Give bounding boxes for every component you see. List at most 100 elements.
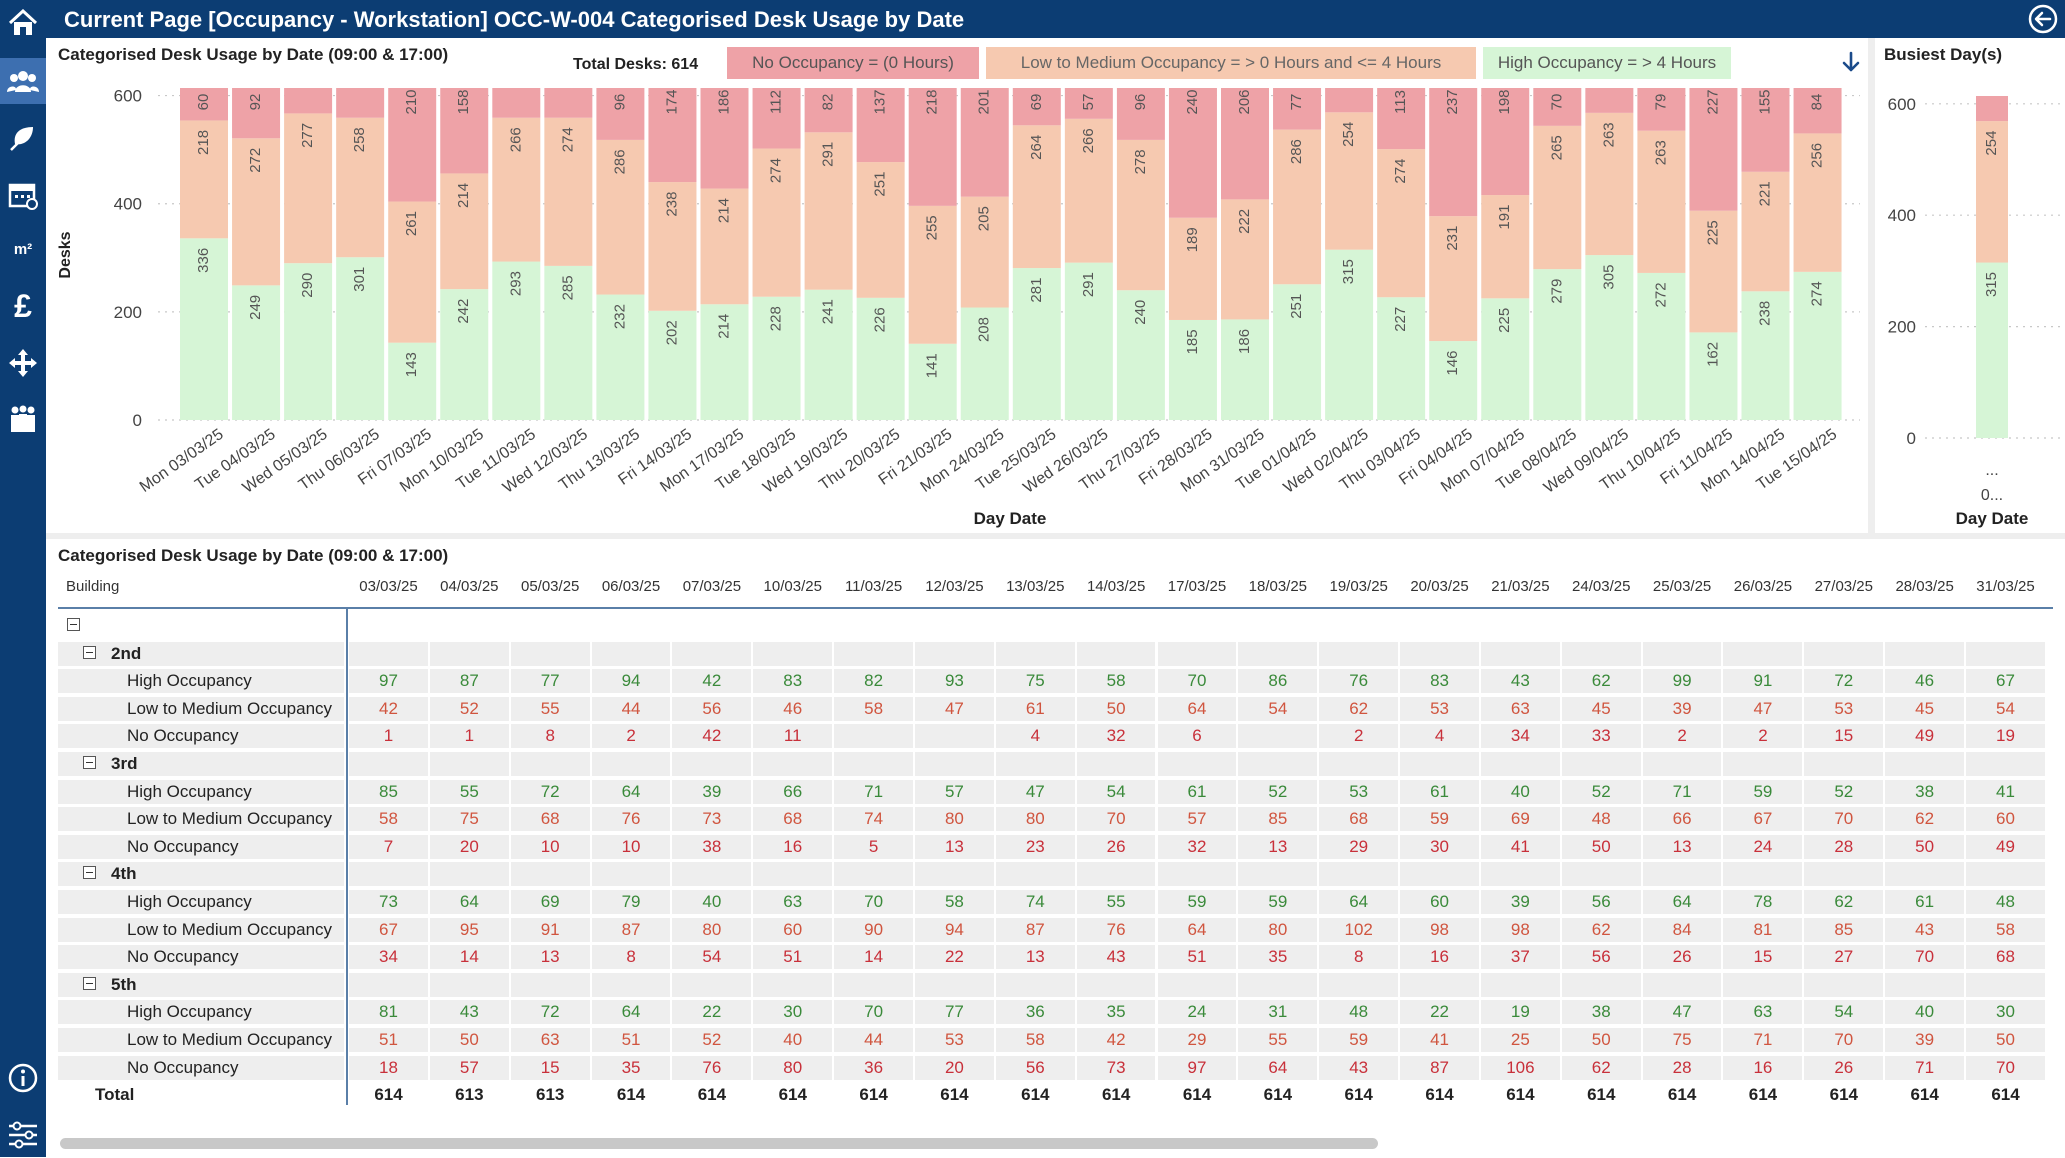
- table-cell[interactable]: 59: [1430, 809, 1449, 829]
- table-cell[interactable]: 26: [1834, 1057, 1854, 1077]
- column-header[interactable]: 28/03/25: [1895, 578, 1954, 595]
- table-cell[interactable]: 15: [540, 1057, 560, 1077]
- table-cell[interactable]: 71: [1753, 1030, 1773, 1049]
- table-cell[interactable]: 47: [1672, 1002, 1692, 1022]
- table-cell[interactable]: 67: [1996, 671, 2015, 691]
- bar-segment-high[interactable]: [1793, 271, 1842, 420]
- table-cell[interactable]: 1: [383, 726, 394, 746]
- table-cell[interactable]: 98: [1430, 919, 1449, 939]
- bar-segment-low[interactable]: [1481, 195, 1530, 299]
- column-header[interactable]: 25/03/25: [1652, 578, 1712, 595]
- table-cell[interactable]: 14: [864, 947, 884, 967]
- table-cell[interactable]: 64: [1672, 892, 1692, 911]
- table-cell[interactable]: 63: [783, 892, 803, 911]
- table-cell[interactable]: 77: [540, 671, 560, 691]
- column-header[interactable]: 13/03/25: [1006, 578, 1065, 595]
- building-column-header[interactable]: Building: [66, 578, 120, 595]
- bar-segment-low[interactable]: [1637, 130, 1686, 273]
- total-cell[interactable]: 614: [859, 1085, 888, 1105]
- bar-segment-low[interactable]: [1741, 171, 1790, 292]
- bar-segment-no[interactable]: [1533, 88, 1582, 126]
- table-cell[interactable]: 30: [1996, 1002, 2015, 1022]
- table-cell[interactable]: 80: [1025, 809, 1045, 829]
- bar-segment-low[interactable]: [1793, 133, 1842, 272]
- bar-segment-high[interactable]: [1429, 341, 1478, 420]
- bar-segment-low[interactable]: [388, 201, 437, 343]
- table-cell[interactable]: 38: [1591, 1002, 1611, 1022]
- bar-segment-low[interactable]: [544, 117, 593, 266]
- bar-segment-no[interactable]: [856, 88, 905, 163]
- sidebar-button-leaf[interactable]: [0, 115, 46, 161]
- table-cell[interactable]: 102: [1344, 919, 1373, 939]
- sidebar-button-home[interactable]: [0, 0, 46, 46]
- bar-segment-high[interactable]: [856, 297, 905, 420]
- total-cell[interactable]: 614: [374, 1085, 403, 1105]
- table-cell[interactable]: 52: [1591, 781, 1611, 801]
- column-header[interactable]: 17/03/25: [1167, 578, 1227, 595]
- table-cell[interactable]: 87: [1430, 1057, 1449, 1077]
- bar-segment-high[interactable]: [1481, 298, 1530, 420]
- bar-segment-no[interactable]: [1377, 88, 1426, 150]
- bar-segment-high[interactable]: [596, 294, 645, 420]
- table-cell[interactable]: 72: [1834, 671, 1854, 691]
- table-cell[interactable]: 23: [1025, 836, 1045, 856]
- total-cell[interactable]: 614: [1910, 1085, 1939, 1105]
- bar-segment-no[interactable]: [596, 88, 645, 140]
- table-cell[interactable]: 59: [1753, 781, 1773, 801]
- legend-low-medium-occupancy[interactable]: Low to Medium Occupancy = > 0 Hours and …: [986, 47, 1476, 79]
- bar-segment-high[interactable]: [180, 238, 228, 420]
- table-cell[interactable]: 62: [1349, 698, 1369, 718]
- building-group-row[interactable]: 5th: [58, 971, 2053, 999]
- table-cell[interactable]: 8: [545, 726, 555, 746]
- table-cell[interactable]: 31: [1268, 1002, 1288, 1022]
- table-cell[interactable]: 51: [783, 947, 803, 967]
- table-cell[interactable]: 16: [1430, 947, 1449, 967]
- table-cell[interactable]: 84: [1672, 919, 1692, 939]
- bar-segment-low[interactable]: [492, 117, 541, 262]
- sidebar-button-filter[interactable]: [0, 1112, 46, 1158]
- table-cell[interactable]: 25: [1510, 1030, 1530, 1049]
- bar-segment-no[interactable]: [1481, 88, 1530, 196]
- table-cell[interactable]: 8: [626, 947, 636, 967]
- collapse-toggle-icon[interactable]: [83, 756, 96, 769]
- table-cell[interactable]: 2: [1758, 726, 1768, 746]
- column-header[interactable]: 24/03/25: [1572, 578, 1631, 595]
- table-cell[interactable]: 58: [1106, 671, 1126, 691]
- table-cell[interactable]: 43: [1510, 671, 1530, 691]
- total-cell[interactable]: 614: [1991, 1085, 2020, 1105]
- table-cell[interactable]: 44: [864, 1030, 884, 1049]
- table-cell[interactable]: 41: [1510, 836, 1530, 856]
- table-cell[interactable]: 70: [1834, 1030, 1854, 1049]
- bar-segment-high[interactable]: [1221, 319, 1269, 420]
- total-cell[interactable]: 614: [778, 1085, 807, 1105]
- table-cell[interactable]: 97: [1187, 1057, 1207, 1077]
- table-cell[interactable]: 35: [621, 1057, 641, 1077]
- table-cell[interactable]: 13: [944, 836, 964, 856]
- table-cell[interactable]: 73: [702, 809, 722, 829]
- table-cell[interactable]: 72: [540, 1002, 560, 1022]
- table-cell[interactable]: 64: [459, 892, 479, 911]
- table-cell[interactable]: 70: [1187, 671, 1207, 691]
- table-cell[interactable]: 19: [1996, 726, 2015, 746]
- total-cell[interactable]: 614: [1425, 1085, 1454, 1105]
- total-cell[interactable]: 614: [1587, 1085, 1616, 1105]
- table-cell[interactable]: 85: [1268, 809, 1288, 829]
- table-cell[interactable]: 91: [1753, 671, 1773, 691]
- table-cell[interactable]: 70: [1996, 1057, 2015, 1077]
- bar-segment-no[interactable]: [1585, 88, 1634, 113]
- bar-segment-no[interactable]: [180, 88, 228, 121]
- total-cell[interactable]: 614: [1101, 1085, 1131, 1105]
- bar-segment-no[interactable]: [1116, 88, 1165, 140]
- collapse-toggle-icon[interactable]: [83, 976, 96, 990]
- bar-segment-no[interactable]: [908, 88, 957, 206]
- table-cell[interactable]: 70: [864, 892, 884, 911]
- table-cell[interactable]: 85: [1834, 919, 1854, 939]
- table-cell[interactable]: 58: [1025, 1030, 1045, 1049]
- bar-segment-low[interactable]: [1168, 217, 1217, 320]
- table-cell[interactable]: 64: [1349, 892, 1369, 911]
- collapse-toggle-icon[interactable]: [67, 618, 80, 631]
- table-cell[interactable]: 68: [540, 809, 560, 829]
- sidebar-button-area[interactable]: m²: [0, 226, 46, 272]
- table-cell[interactable]: 37: [1510, 947, 1530, 967]
- table-cell[interactable]: 94: [621, 671, 641, 691]
